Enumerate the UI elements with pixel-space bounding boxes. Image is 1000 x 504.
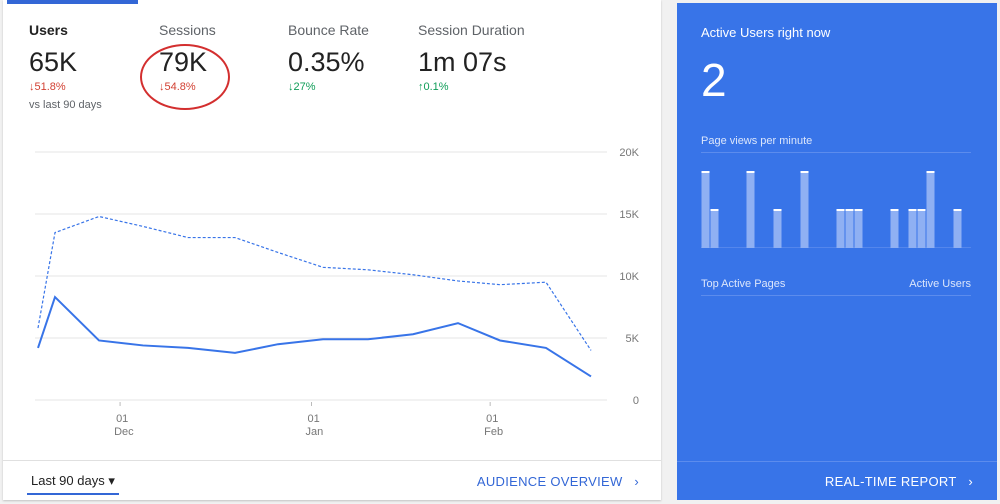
pageview-bar-cap [701,171,710,173]
realtime-panel: Active Users right now 2 Page views per … [677,3,997,500]
metric-session-duration[interactable]: Session Duration 1m 07s ↑0.1% [418,22,525,93]
pageview-bar-cap [773,209,782,211]
y-tick-label: 0 [633,395,639,407]
pageview-bar [890,210,899,248]
pageview-bar [953,210,962,248]
pageview-bar-cap [845,209,854,211]
pageview-bar [845,210,854,248]
pageview-bar [836,210,845,248]
pageview-bar-cap [908,209,917,211]
top-pages-header: Top Active Pages Active Users [701,278,971,296]
pageview-bar [908,210,917,248]
pageview-bar [926,172,935,248]
pageview-bar [746,172,755,248]
chevron-right-icon: › [634,474,639,489]
pageview-bar [710,210,719,248]
active-user-count: 2 [701,54,727,106]
realtime-footer: REAL-TIME REPORT › [677,461,997,501]
date-range-dropdown[interactable]: Last 90 days ▾ [27,473,119,495]
pageview-bar-cap [746,171,755,173]
x-tick-day: 01 [486,413,498,425]
y-tick-label: 10K [619,271,639,283]
pageview-bar-cap [836,209,845,211]
pageview-bar-cap [854,209,863,211]
pageview-bar [701,172,710,248]
y-tick-label: 20K [619,147,639,159]
pageview-bar-cap [953,209,962,211]
x-tick-day: 01 [308,413,320,425]
pageview-bar [773,210,782,248]
y-tick-label: 15K [619,209,639,221]
pageviews-bar-chart [701,171,971,248]
x-tick-day: 01 [116,413,128,425]
pageview-bar-cap [710,209,719,211]
metric-bounce-rate[interactable]: Bounce Rate 0.35% ↓27% [288,22,369,93]
realtime-report-link[interactable]: REAL-TIME REPORT › [824,474,973,489]
pageview-bar [800,172,809,248]
metric-users[interactable]: Users 65K ↓51.8% vs last 90 days [29,22,102,111]
x-tick-month: Dec [114,426,134,438]
x-tick-month: Feb [484,426,503,438]
pageview-bar [917,210,926,248]
series-line-current [37,295,592,378]
pageview-bar [854,210,863,248]
y-tick-label: 5K [626,333,640,345]
audience-card: Users 65K ↓51.8% vs last 90 days Session… [3,0,661,500]
series-line-previous [37,215,592,351]
selected-tab-indicator [7,0,138,4]
pageview-bar-cap [890,209,899,211]
pageview-bar-cap [917,209,926,211]
x-tick-month: Jan [306,426,324,438]
chevron-right-icon: › [968,474,973,489]
audience-overview-link[interactable]: AUDIENCE OVERVIEW › [476,474,639,489]
pageview-bar-cap [800,171,809,173]
card-footer: Last 90 days ▾ AUDIENCE OVERVIEW › [3,460,661,501]
highlight-circle [140,44,230,110]
caret-down-icon: ▾ [108,473,115,488]
pageview-bar-cap [926,171,935,173]
